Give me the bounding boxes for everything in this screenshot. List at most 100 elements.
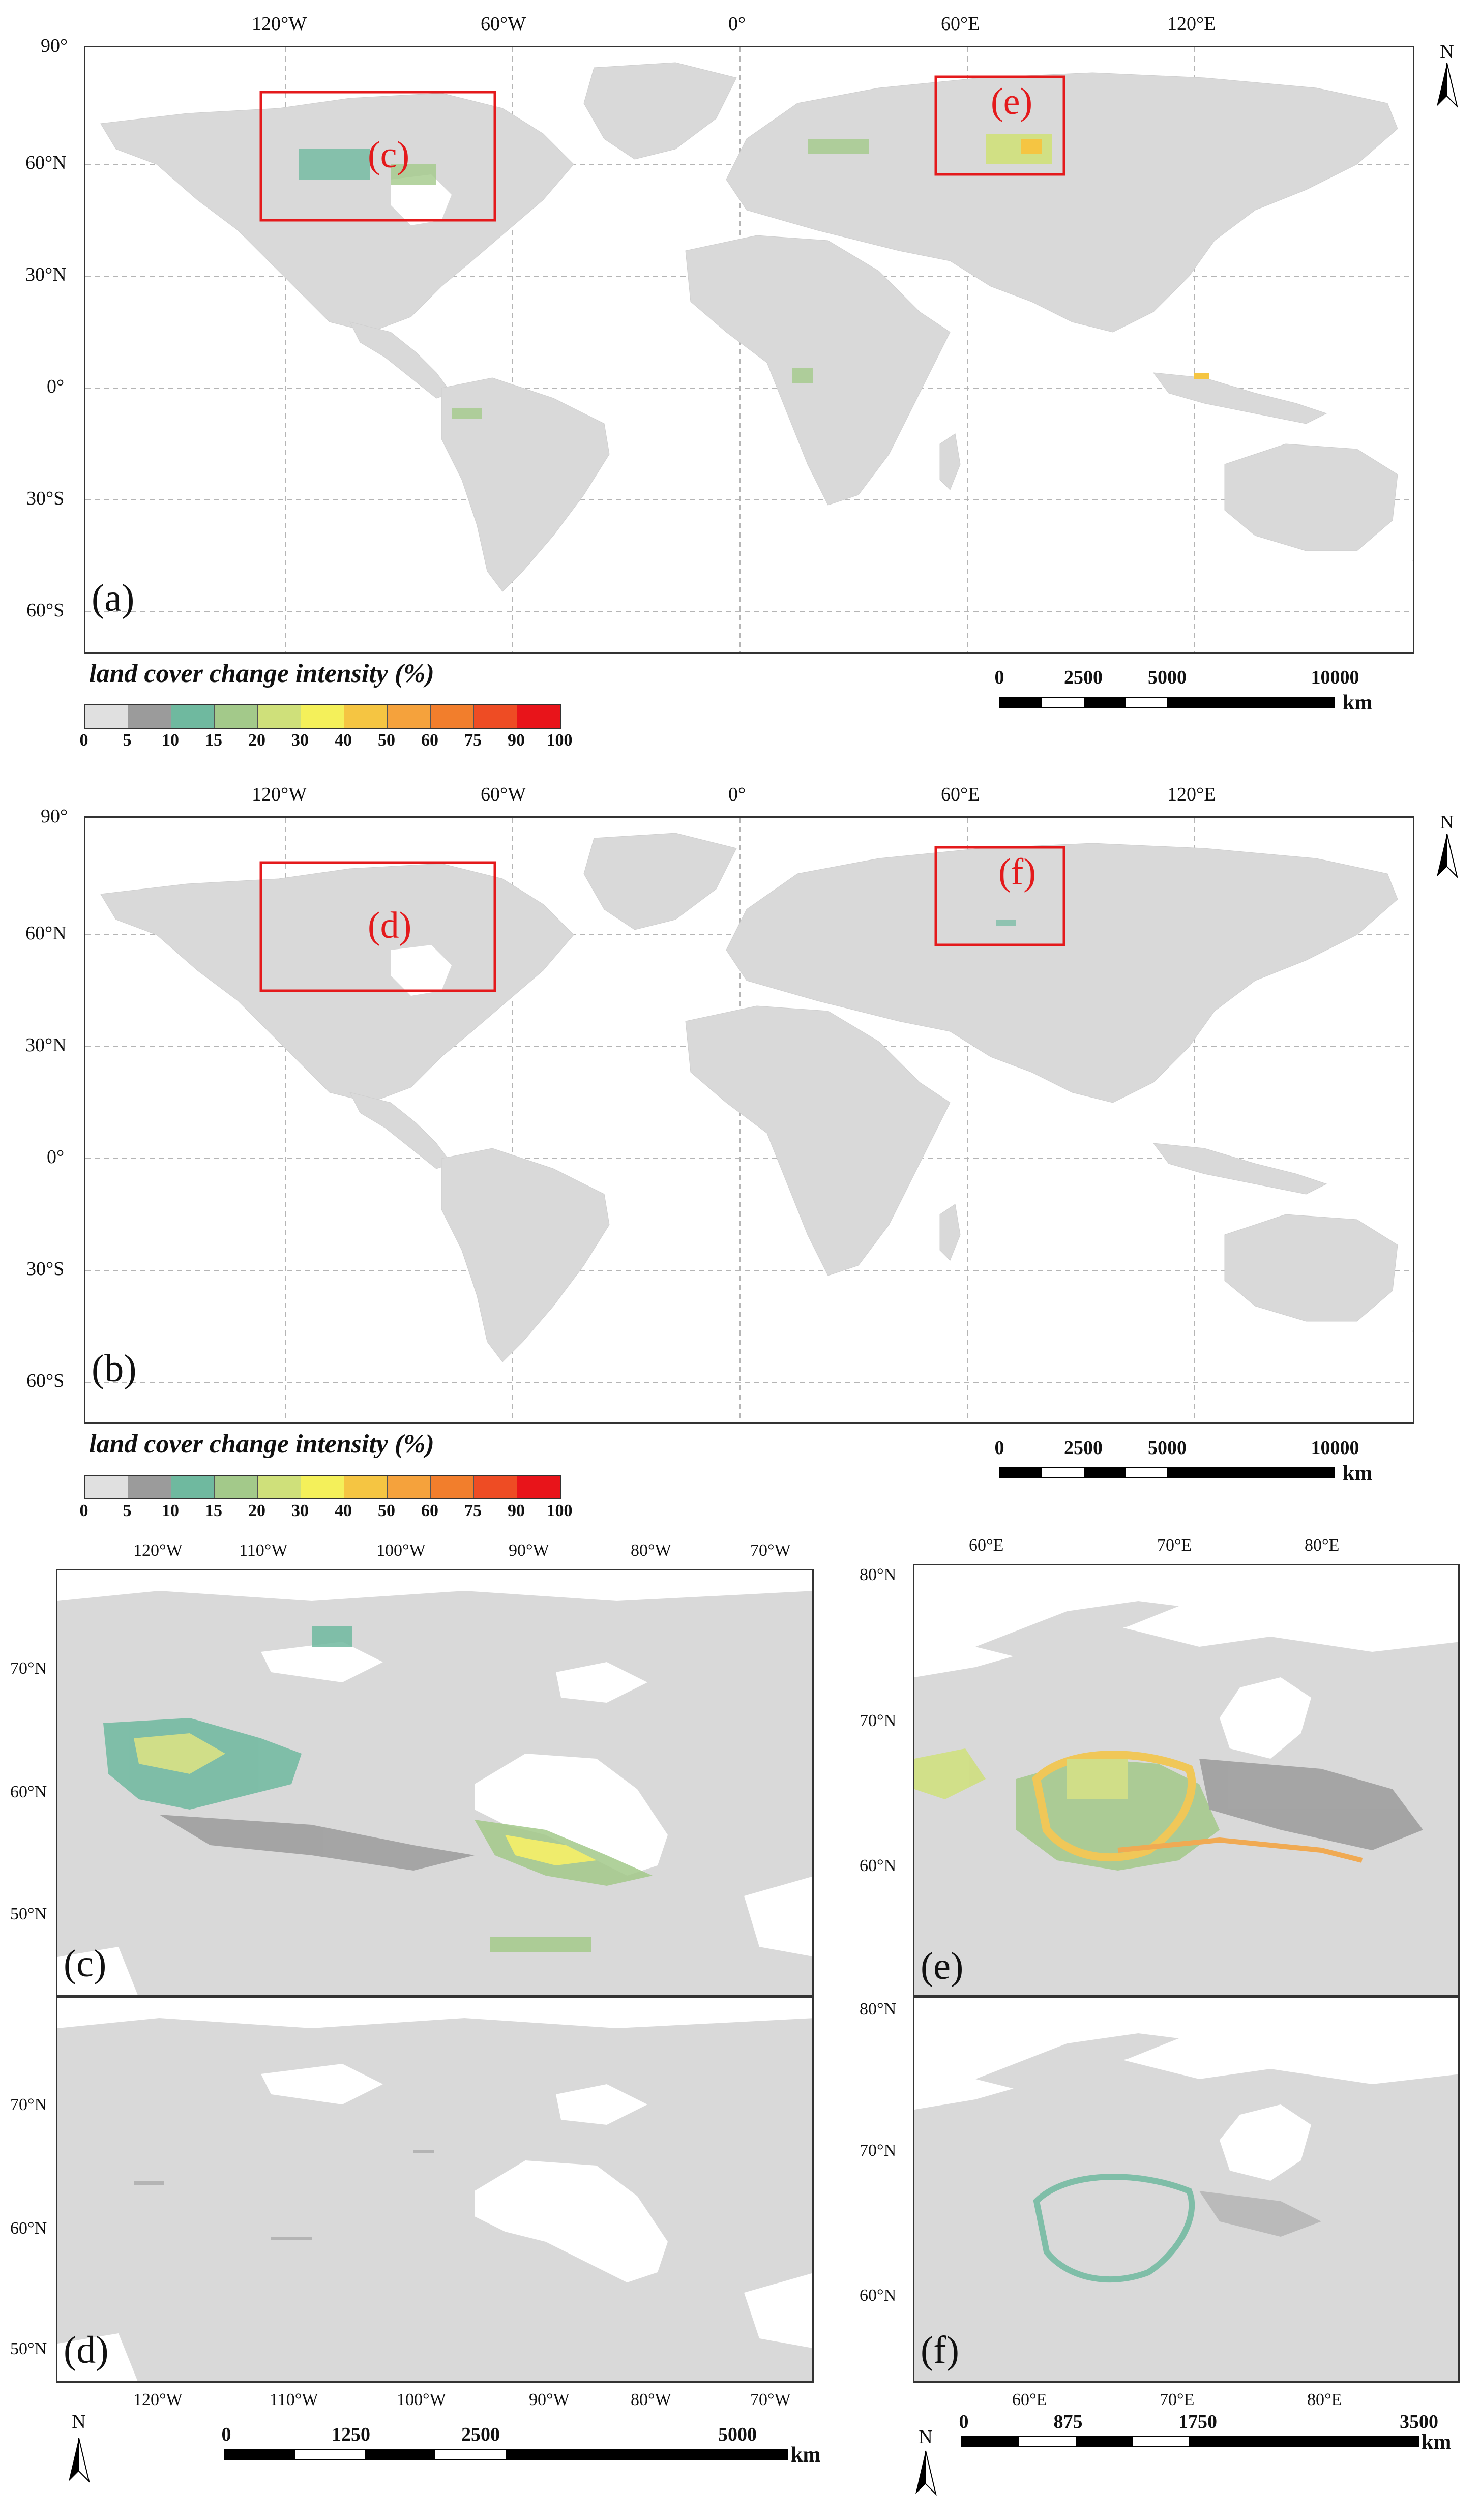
legend-tick: 75: [464, 731, 482, 750]
scalebar-siberia: 0 875 1750 3500 km: [959, 2411, 1470, 2467]
north-label-f: N: [919, 2426, 933, 2448]
scale-tick: 2500: [461, 2424, 500, 2445]
legend-swatch: [474, 1476, 517, 1498]
legend-tick: 75: [464, 1501, 482, 1520]
legend-swatch: [85, 705, 128, 728]
world-map-a: [85, 47, 1413, 652]
lat-tick-e-60n: 60°N: [860, 1856, 897, 1875]
siberia-map-f: [914, 1998, 1458, 2381]
lon-tick-d-70w: 70°W: [750, 2390, 791, 2409]
scalebar-b: 0 2500 5000 10000 km: [995, 1437, 1386, 1493]
lon-tick-f-70e: 70°E: [1160, 2390, 1195, 2409]
legend-tick: 100: [546, 1501, 573, 1520]
lat-tick-c-70n: 70°N: [10, 1659, 47, 1678]
legend-tick: 10: [162, 1501, 179, 1520]
lat-tick-c-60n: 60°N: [10, 1783, 47, 1801]
lon-tick-f-60e: 60°E: [1012, 2390, 1047, 2409]
lon-tick-e-80e: 80°E: [1305, 1536, 1340, 1555]
panel-label-e: (e): [921, 1945, 964, 1988]
north-arrow-icon: [69, 2438, 90, 2483]
lon-tick-120w-a: 120°W: [252, 13, 307, 35]
legend-tick: 40: [335, 731, 352, 750]
scale-tick: 0: [221, 2424, 231, 2445]
lon-tick-0-a: 0°: [728, 13, 746, 35]
lon-tick-c-80w: 80°W: [631, 1541, 671, 1560]
scale-tick: 0: [959, 2411, 969, 2433]
legend-tick: 5: [123, 731, 132, 750]
north-arrow-icon: [1437, 833, 1458, 879]
legend-swatch: [171, 1476, 215, 1498]
lat-tick-90-b: 90°: [41, 806, 68, 827]
lon-tick-c-120w: 120°W: [133, 1541, 183, 1560]
legend-swatch: [128, 705, 171, 728]
lat-tick-f-60n: 60°N: [860, 2286, 897, 2305]
legend-swatch: [431, 1476, 474, 1498]
lon-tick-d-100w: 100°W: [397, 2390, 446, 2409]
scale-unit: km: [1422, 2430, 1452, 2454]
legend-swatch: [517, 1476, 560, 1498]
scale-tick: 10000: [1311, 1437, 1359, 1459]
scalebar-a: 0 2500 5000 10000 km: [995, 666, 1386, 722]
canada-map-d: [57, 1998, 812, 2381]
legend-tick: 0: [79, 731, 88, 750]
panel-label-a: (a): [92, 577, 135, 619]
lon-tick-d-120w: 120°W: [133, 2390, 183, 2409]
legend-swatch: [388, 705, 431, 728]
lat-tick-e-70n: 70°N: [860, 1711, 897, 1730]
lat-tick-d-50n: 50°N: [10, 2339, 47, 2358]
region-label-c: (c): [368, 134, 410, 176]
lat-tick-60n-b: 60°N: [25, 923, 67, 944]
lon-tick-e-60e: 60°E: [969, 1536, 1004, 1555]
legend-title-a: land cover change intensity (%): [89, 659, 434, 688]
lat-tick-30s-b: 30°S: [26, 1258, 65, 1280]
scale-tick: 5000: [1148, 667, 1187, 688]
region-label-e: (e): [991, 81, 1033, 123]
map-panel-e: (e): [913, 1564, 1460, 1996]
lon-tick-c-100w: 100°W: [376, 1541, 426, 1560]
scale-tick: 2500: [1064, 1437, 1103, 1459]
scale-unit: km: [1343, 691, 1373, 715]
lon-tick-120w-b: 120°W: [252, 784, 307, 805]
lon-tick-120e-b: 120°E: [1167, 784, 1216, 805]
legend-tick: 10: [162, 731, 179, 750]
legend-swatch: [344, 705, 388, 728]
lat-tick-30n-a: 30°N: [25, 264, 67, 285]
legend-tick: 90: [508, 1501, 525, 1520]
legend-swatch: [85, 1476, 128, 1498]
lon-tick-f-80e: 80°E: [1307, 2390, 1342, 2409]
legend-swatch: [517, 705, 560, 728]
lon-tick-60w-a: 60°W: [481, 13, 526, 35]
lat-tick-d-60n: 60°N: [10, 2219, 47, 2238]
lat-tick-30s-a: 30°S: [26, 488, 65, 509]
north-arrow-b: N: [1434, 811, 1460, 882]
lat-tick-d-70n: 70°N: [10, 2095, 47, 2114]
legend-colorbar-b: [84, 1475, 561, 1499]
lat-tick-30n-b: 30°N: [25, 1034, 67, 1056]
legend-swatch: [171, 705, 215, 728]
scale-tick: 10000: [1311, 667, 1359, 688]
legend-swatch: [474, 705, 517, 728]
scale-unit: km: [1343, 1462, 1373, 1485]
legend-swatch: [258, 1476, 301, 1498]
scalebar-canada: 0 1250 2500 5000 km: [221, 2423, 821, 2479]
lat-tick-60s-a: 60°S: [26, 600, 65, 621]
lon-tick-d-110w: 110°W: [270, 2390, 318, 2409]
north-arrow-a: N: [1434, 41, 1460, 111]
scale-tick: 0: [994, 667, 1004, 688]
lon-tick-60e-a: 60°E: [941, 13, 980, 35]
lat-tick-0-a: 0°: [47, 376, 65, 397]
lon-tick-c-70w: 70°W: [750, 1541, 791, 1560]
scale-tick: 5000: [718, 2424, 757, 2445]
legend-tick: 20: [248, 731, 265, 750]
lat-tick-f-70n: 70°N: [860, 2141, 897, 2160]
lon-tick-c-110w: 110°W: [239, 1541, 288, 1560]
north-arrow-icon: [915, 2450, 937, 2496]
panel-label-d: (d): [64, 2329, 109, 2371]
lat-tick-e-80n: 80°N: [860, 1565, 897, 1584]
legend-swatch: [258, 705, 301, 728]
legend-tick: 15: [205, 1501, 222, 1520]
lat-tick-60s-b: 60°S: [26, 1370, 65, 1391]
lon-tick-60e-b: 60°E: [941, 784, 980, 805]
scale-tick: 0: [994, 1437, 1004, 1459]
panel-label-f: (f): [921, 2329, 959, 2371]
